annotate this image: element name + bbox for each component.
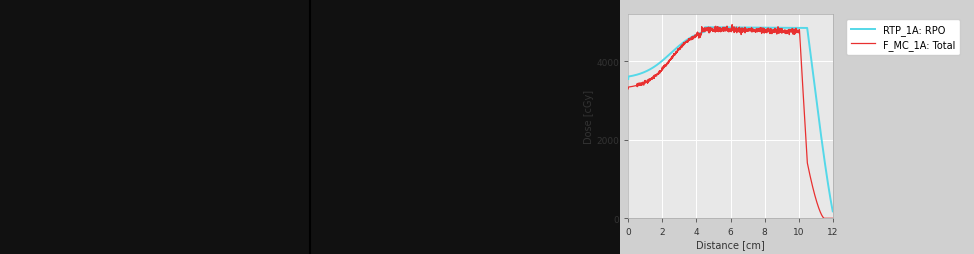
F_MC_1A: Total: (12, 0): Total: (12, 0) <box>827 217 839 220</box>
F_MC_1A: Total: (1.59, 3.63e+03): Total: (1.59, 3.63e+03) <box>650 75 661 78</box>
Legend: RTP_1A: RPO, F_MC_1A: Total: RTP_1A: RPO, F_MC_1A: Total <box>845 20 960 55</box>
RTP_1A: RPO: (6.32, 4.86e+03): RPO: (6.32, 4.86e+03) <box>730 27 742 30</box>
RTP_1A: RPO: (6.57, 4.86e+03): RPO: (6.57, 4.86e+03) <box>734 27 746 30</box>
F_MC_1A: Total: (6.32, 4.81e+03): Total: (6.32, 4.81e+03) <box>730 29 742 32</box>
RTP_1A: RPO: (4.04, 4.69e+03): RPO: (4.04, 4.69e+03) <box>692 34 703 37</box>
RTP_1A: RPO: (4.5, 4.87e+03): RPO: (4.5, 4.87e+03) <box>699 27 711 30</box>
F_MC_1A: Total: (6.1, 4.94e+03): Total: (6.1, 4.94e+03) <box>727 24 738 27</box>
RTP_1A: RPO: (2.02, 4.03e+03): RPO: (2.02, 4.03e+03) <box>656 60 668 63</box>
RTP_1A: RPO: (12, 177): RPO: (12, 177) <box>827 210 839 213</box>
F_MC_1A: Total: (2.02, 3.82e+03): Total: (2.02, 3.82e+03) <box>656 68 668 71</box>
RTP_1A: RPO: (5.21, 4.87e+03): RPO: (5.21, 4.87e+03) <box>711 27 723 30</box>
F_MC_1A: Total: (4.04, 4.66e+03): Total: (4.04, 4.66e+03) <box>692 35 703 38</box>
F_MC_1A: Total: (6.57, 4.84e+03): Total: (6.57, 4.84e+03) <box>734 28 746 31</box>
RTP_1A: RPO: (1.59, 3.88e+03): RPO: (1.59, 3.88e+03) <box>650 65 661 68</box>
Y-axis label: Dose [cGy]: Dose [cGy] <box>583 90 593 144</box>
Line: F_MC_1A: Total: F_MC_1A: Total <box>628 25 833 218</box>
F_MC_1A: Total: (0, 3.3e+03): Total: (0, 3.3e+03) <box>622 88 634 91</box>
F_MC_1A: Total: (5.2, 4.84e+03): Total: (5.2, 4.84e+03) <box>711 28 723 31</box>
X-axis label: Distance [cm]: Distance [cm] <box>696 239 765 249</box>
Line: RTP_1A: RPO: RTP_1A: RPO <box>628 28 833 212</box>
RTP_1A: RPO: (0, 3.55e+03): RPO: (0, 3.55e+03) <box>622 78 634 81</box>
F_MC_1A: Total: (11.5, 0): Total: (11.5, 0) <box>818 217 830 220</box>
